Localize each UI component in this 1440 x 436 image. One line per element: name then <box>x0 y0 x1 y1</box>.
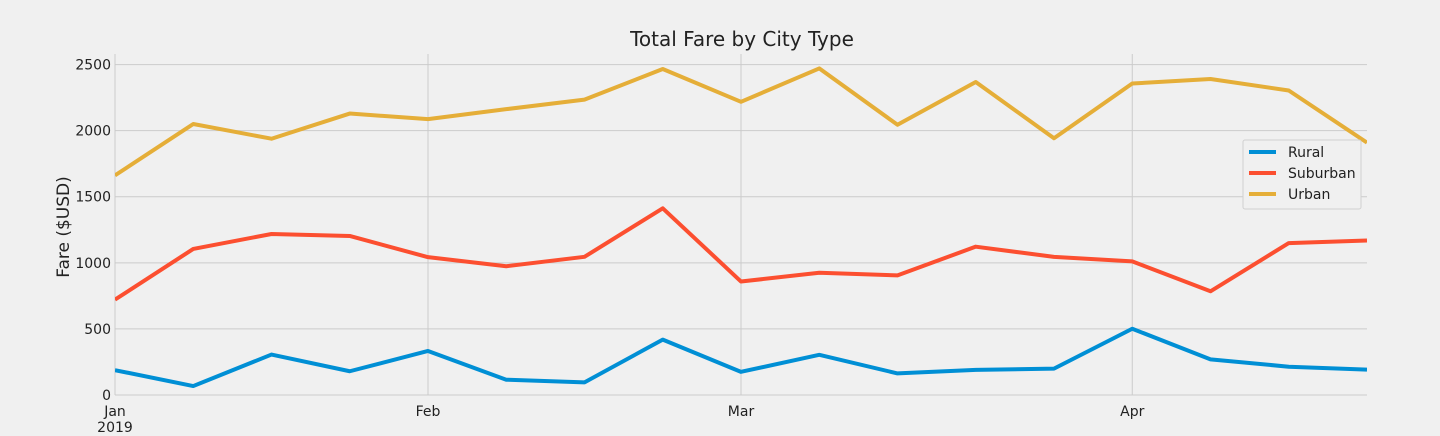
y-tick-label: 2000 <box>75 124 111 140</box>
series-line-urban <box>115 66 1367 178</box>
series-line-rural <box>115 326 1367 389</box>
y-tick-label: 500 <box>84 322 111 338</box>
x-tick-label: Jan <box>103 404 126 420</box>
x-tick-label: Mar <box>728 404 755 420</box>
legend-frame <box>1242 139 1362 210</box>
legend-label-rural: Rural <box>1288 145 1324 161</box>
y-tick-label: 1000 <box>75 256 111 272</box>
y-axis-label: Fare ($USD) <box>54 176 74 278</box>
y-tick-label: 0 <box>102 388 111 404</box>
y-tick-label: 2500 <box>75 58 111 74</box>
x-tick-label: Apr <box>1120 404 1144 420</box>
x-tick-year-label: 2019 <box>97 420 133 432</box>
legend-label-suburban: Suburban <box>1288 166 1356 182</box>
series-lines <box>115 66 1367 389</box>
series-line-suburban <box>115 206 1367 302</box>
legend-label-urban: Urban <box>1288 187 1330 203</box>
chart-title: Total Fare by City Type <box>629 27 854 51</box>
grid-lines <box>114 54 1367 396</box>
x-tick-label: Feb <box>416 404 441 420</box>
y-tick-label: 1500 <box>75 190 111 206</box>
legend: Rural Suburban Urban <box>1242 139 1362 210</box>
